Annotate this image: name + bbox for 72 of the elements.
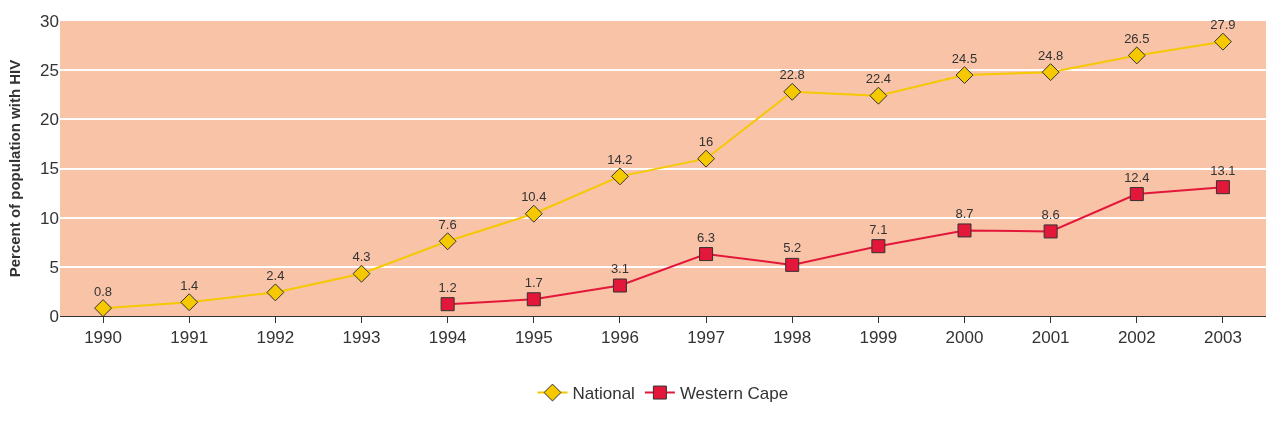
data-label: 3.1 — [610, 261, 629, 277]
data-label: 12.4 — [1124, 169, 1150, 185]
point — [785, 257, 800, 272]
x-tick-label: 1995 — [514, 328, 553, 348]
data-label: 6.3 — [697, 229, 716, 245]
data-label: 0.8 — [94, 283, 113, 299]
point — [957, 223, 972, 238]
data-label: 26.5 — [1124, 31, 1150, 47]
data-label: 1.7 — [524, 274, 543, 290]
point — [697, 149, 716, 168]
x-tick-label: 1996 — [601, 328, 639, 348]
x-tick-label: 1999 — [859, 328, 898, 348]
data-label: 4.3 — [352, 249, 371, 265]
point — [266, 283, 285, 302]
point — [94, 299, 113, 318]
data-label: 27.9 — [1210, 17, 1236, 33]
data-label: 7.1 — [869, 221, 888, 237]
legend-label: Western Cape — [679, 384, 789, 404]
data-label: 24.5 — [951, 50, 978, 66]
data-label: 10.4 — [521, 189, 547, 205]
x-tick-label: 1992 — [256, 328, 295, 348]
x-tick-label: 1990 — [84, 328, 122, 348]
point — [871, 239, 886, 254]
point — [1127, 46, 1146, 65]
x-tick-label: 2003 — [1204, 328, 1242, 348]
x-tick-label: 2001 — [1031, 328, 1070, 348]
point — [869, 86, 888, 105]
x-tick-label: 1998 — [773, 328, 812, 348]
data-label: 14.2 — [607, 151, 633, 167]
point — [1213, 32, 1232, 51]
data-label: 13.1 — [1210, 162, 1236, 178]
data-label: 24.8 — [1037, 47, 1064, 63]
x-tick-label: 1991 — [170, 328, 209, 348]
point — [610, 167, 629, 186]
y-tick-label: 15 — [40, 159, 59, 179]
y-axis-title: Percent of population with HIV — [6, 59, 24, 278]
data-label: 22.8 — [779, 67, 805, 83]
data-label: 8.7 — [955, 206, 974, 222]
point — [438, 232, 457, 251]
point — [1215, 180, 1230, 195]
point — [440, 297, 455, 312]
data-label: 22.4 — [865, 71, 892, 87]
data-label: 1.2 — [438, 279, 457, 295]
y-tick-label: 0 — [49, 306, 59, 326]
data-label: 5.2 — [783, 240, 802, 256]
point — [180, 293, 199, 312]
y-tick-label: 5 — [49, 257, 59, 277]
y-tick-label: 25 — [40, 61, 59, 81]
x-tick-label: 1997 — [687, 328, 725, 348]
point — [352, 264, 371, 283]
data-label: 7.6 — [438, 216, 457, 232]
point — [783, 82, 802, 101]
point — [1041, 63, 1060, 82]
point — [1043, 224, 1058, 239]
point — [699, 247, 714, 262]
point — [526, 292, 541, 307]
data-label: 1.4 — [180, 277, 199, 293]
x-tick-label: 2002 — [1117, 328, 1156, 348]
x-tick-label: 1994 — [428, 328, 467, 348]
x-tick-label: 2000 — [945, 328, 984, 348]
x-tick-label: 1993 — [342, 328, 381, 348]
data-label: 2.4 — [266, 268, 285, 284]
point — [1129, 187, 1144, 202]
data-label: 16 — [698, 134, 714, 150]
point — [955, 66, 974, 85]
point — [524, 204, 543, 223]
data-label: 8.6 — [1041, 207, 1060, 223]
legend-label: National — [572, 384, 635, 404]
point — [612, 278, 627, 293]
y-tick-label: 10 — [40, 208, 59, 228]
y-tick-label: 20 — [40, 110, 59, 130]
y-tick-label: 30 — [40, 11, 59, 31]
